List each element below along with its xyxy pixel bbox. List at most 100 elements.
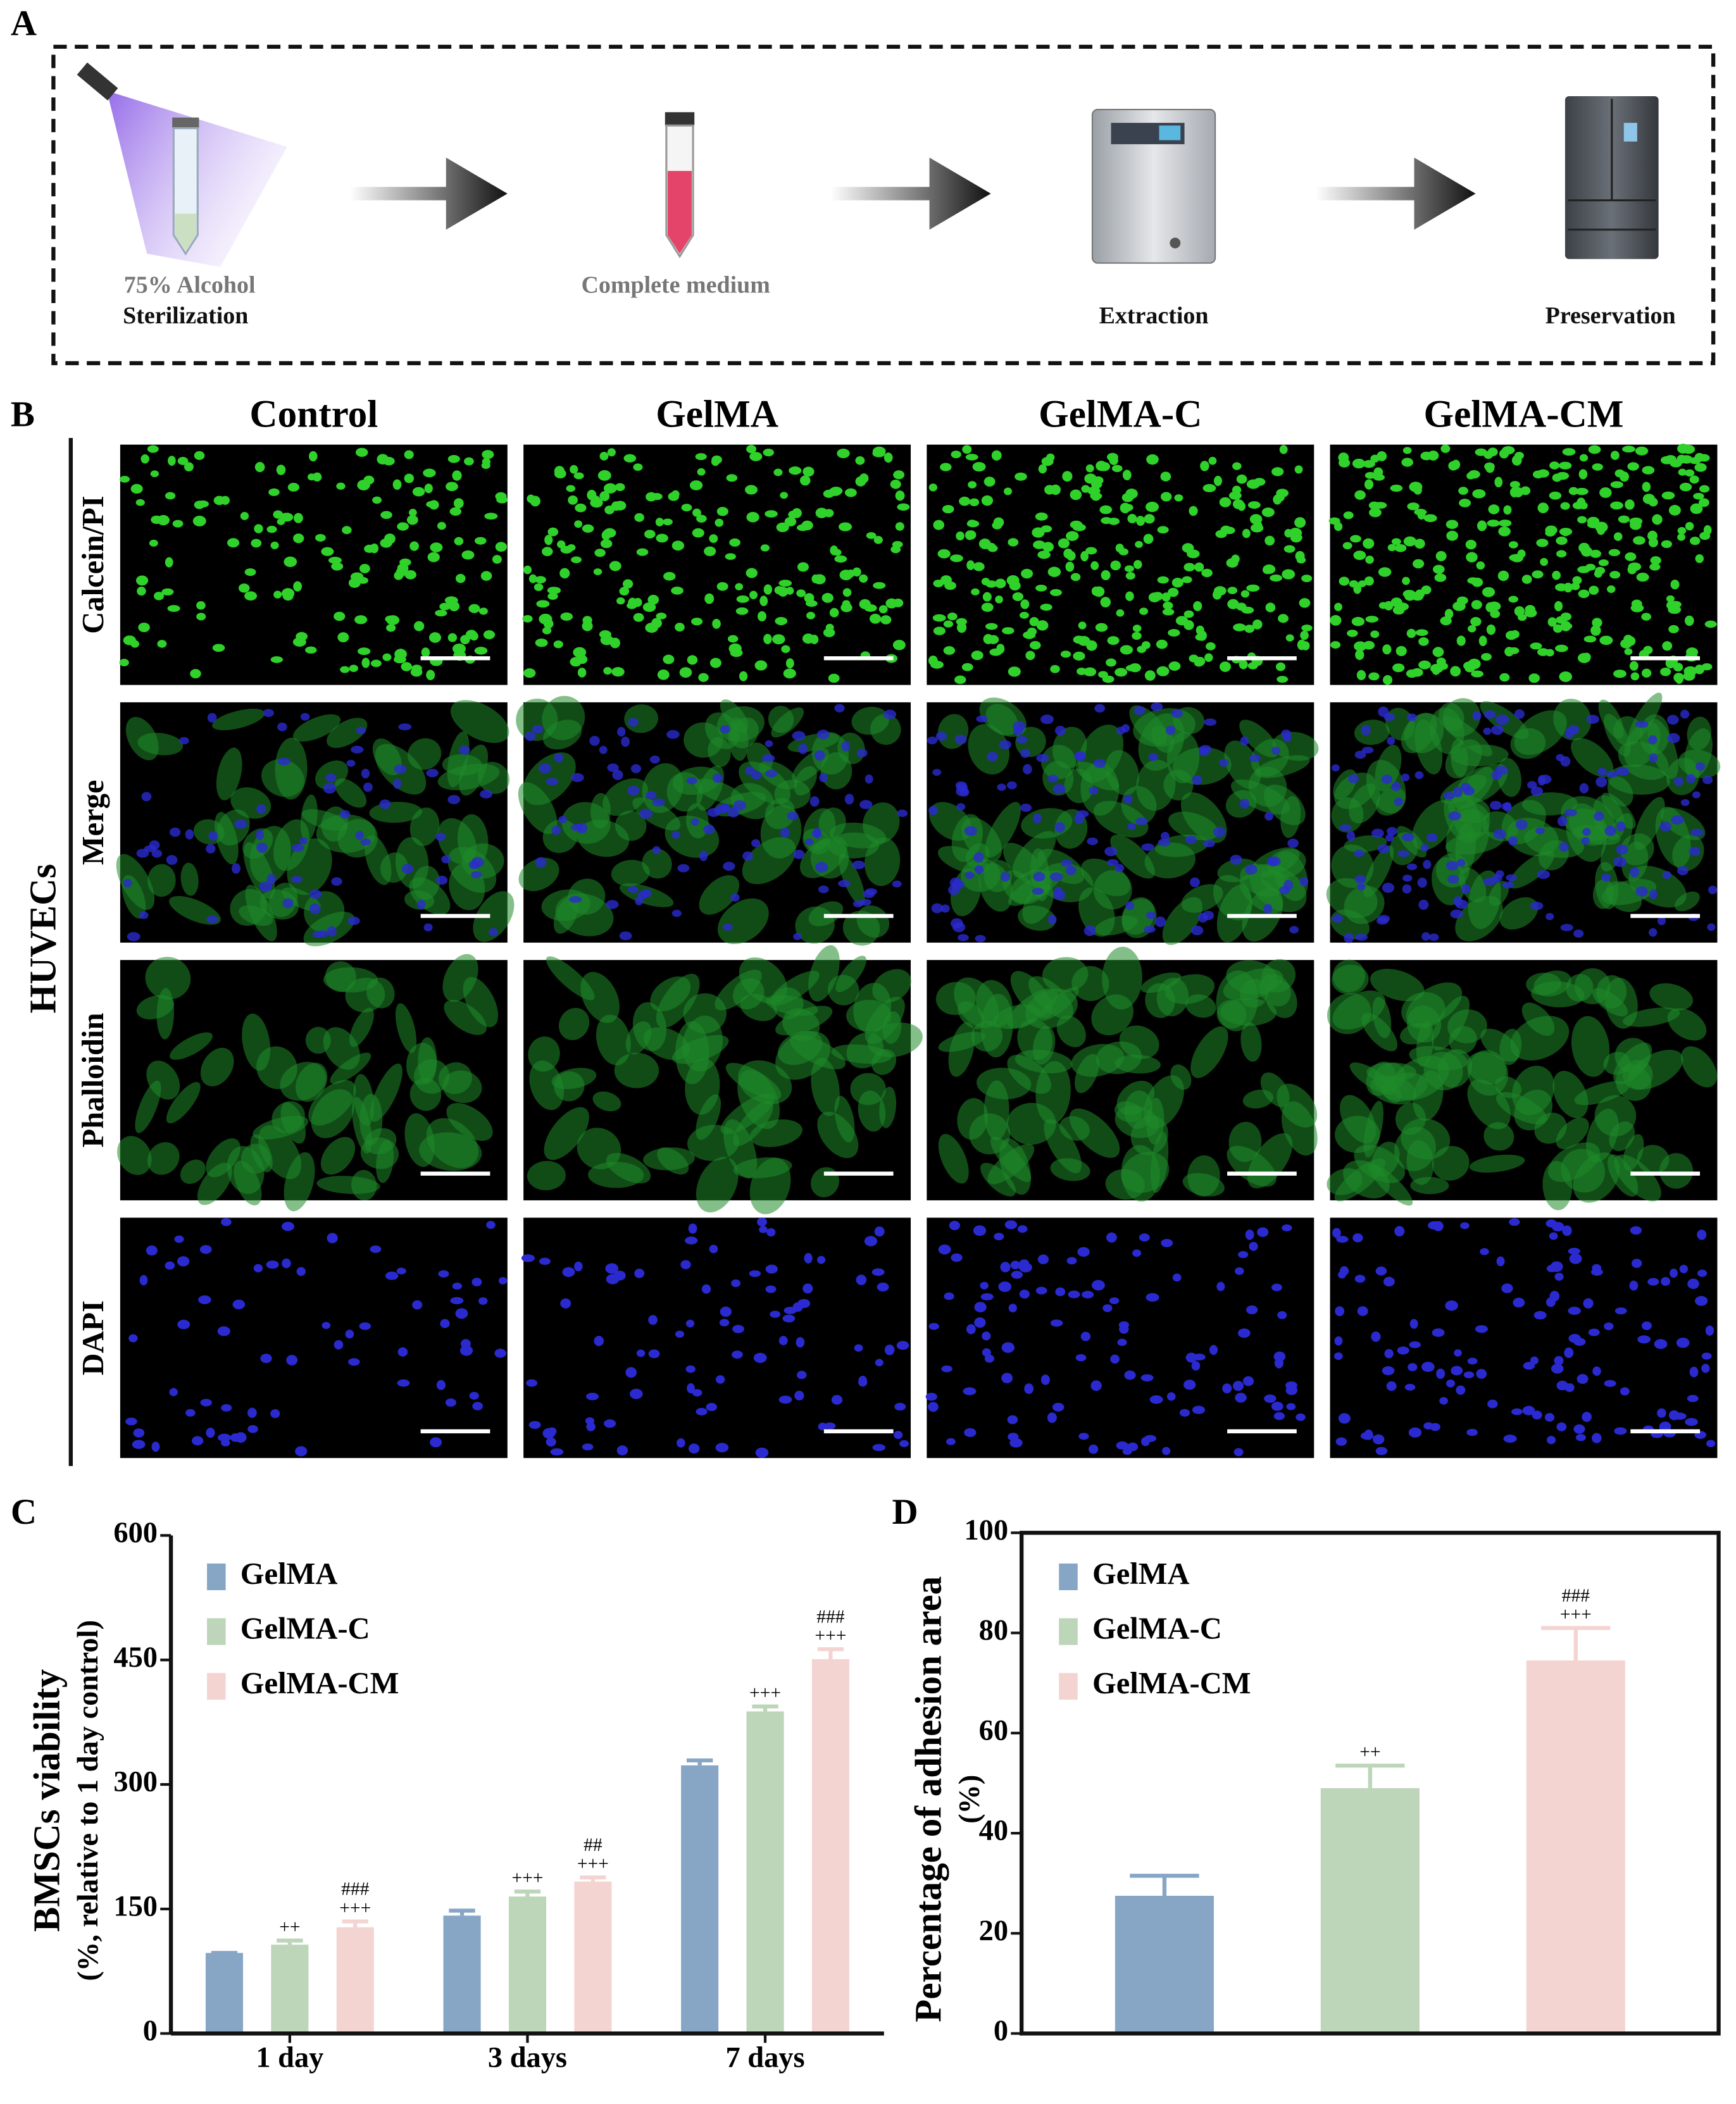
cell — [1508, 647, 1520, 654]
cell — [1509, 481, 1520, 489]
y-tick-label: 40 — [979, 1815, 1008, 1847]
cell — [746, 445, 757, 454]
cell — [1391, 538, 1401, 545]
cell — [837, 732, 865, 764]
cell — [359, 1322, 371, 1330]
cell — [463, 976, 499, 1028]
cell — [968, 481, 977, 489]
cell — [1468, 1050, 1508, 1096]
cell — [892, 640, 906, 650]
cell — [1004, 487, 1013, 495]
cell — [648, 1315, 658, 1325]
cell — [1546, 1219, 1557, 1228]
cell — [616, 597, 625, 605]
cell — [846, 1032, 884, 1069]
significance: +++ — [815, 1626, 846, 1646]
cell — [828, 673, 840, 683]
cell — [749, 452, 763, 461]
cell — [1075, 1054, 1099, 1093]
legend-label: GelMA — [240, 1557, 338, 1591]
cell — [277, 518, 285, 525]
cell — [763, 584, 773, 595]
cell — [1568, 725, 1580, 735]
cell — [1185, 994, 1216, 1018]
cell — [1047, 566, 1061, 577]
error-bar — [1541, 1626, 1611, 1661]
cell — [1375, 787, 1406, 816]
cell — [1245, 1229, 1254, 1240]
cell — [427, 552, 440, 563]
cell — [1564, 809, 1577, 817]
row-label: DAPI — [77, 1300, 110, 1376]
cell — [1237, 501, 1246, 511]
cell — [825, 623, 834, 632]
cell — [1050, 664, 1060, 673]
cell — [1623, 635, 1633, 644]
cell — [1335, 1437, 1347, 1446]
cell — [1061, 859, 1073, 867]
cell — [1707, 923, 1716, 931]
cell — [1109, 1297, 1120, 1304]
cell — [1630, 604, 1644, 613]
cell — [1246, 1305, 1258, 1315]
cell — [251, 538, 262, 548]
cell — [409, 807, 440, 847]
cell — [594, 549, 606, 557]
cell — [1622, 1059, 1653, 1090]
cell — [973, 562, 985, 571]
cell — [377, 454, 389, 465]
cell — [1340, 1095, 1377, 1144]
cell — [574, 1261, 583, 1272]
cell — [998, 1281, 1012, 1292]
cell — [671, 1035, 729, 1064]
cell — [1499, 449, 1509, 459]
cell — [975, 935, 986, 943]
cell — [1124, 1370, 1136, 1380]
cell — [1339, 824, 1352, 831]
cell — [760, 544, 770, 552]
micrograph — [120, 1217, 508, 1459]
cell — [1050, 588, 1062, 596]
significance: +++ — [1560, 1604, 1592, 1624]
cell — [698, 673, 709, 682]
cell — [1257, 1227, 1269, 1237]
cell — [1080, 551, 1089, 562]
bar — [746, 1711, 784, 2034]
cell — [1271, 467, 1284, 476]
cell — [1562, 448, 1576, 456]
cell — [305, 646, 317, 654]
cell — [687, 1383, 695, 1393]
cell — [852, 567, 861, 577]
cell — [1161, 1238, 1173, 1247]
cell — [1540, 557, 1548, 566]
cell — [354, 615, 368, 625]
cell — [245, 885, 277, 942]
cell — [1680, 799, 1690, 806]
cell — [1447, 875, 1459, 884]
cell — [647, 594, 659, 605]
cell — [1476, 1369, 1487, 1379]
cell — [360, 838, 372, 846]
cell — [293, 581, 303, 592]
cell — [568, 495, 578, 505]
cell — [1432, 995, 1470, 1051]
cell — [320, 1136, 356, 1175]
cell — [1125, 489, 1138, 499]
cell — [372, 738, 402, 776]
cell — [1010, 971, 1053, 1018]
cell — [281, 588, 295, 599]
cell — [482, 450, 494, 459]
cell — [588, 1162, 644, 1188]
cell — [327, 718, 368, 748]
image-bg — [120, 1217, 508, 1459]
cell — [1394, 1126, 1436, 1171]
cell — [1044, 485, 1055, 495]
cell — [455, 573, 466, 583]
cell — [1592, 1366, 1601, 1376]
cell — [1482, 587, 1496, 597]
cell — [1354, 1145, 1406, 1183]
cell — [527, 1161, 566, 1191]
cell — [1133, 706, 1146, 715]
cell — [1689, 847, 1701, 856]
cell — [227, 538, 240, 548]
